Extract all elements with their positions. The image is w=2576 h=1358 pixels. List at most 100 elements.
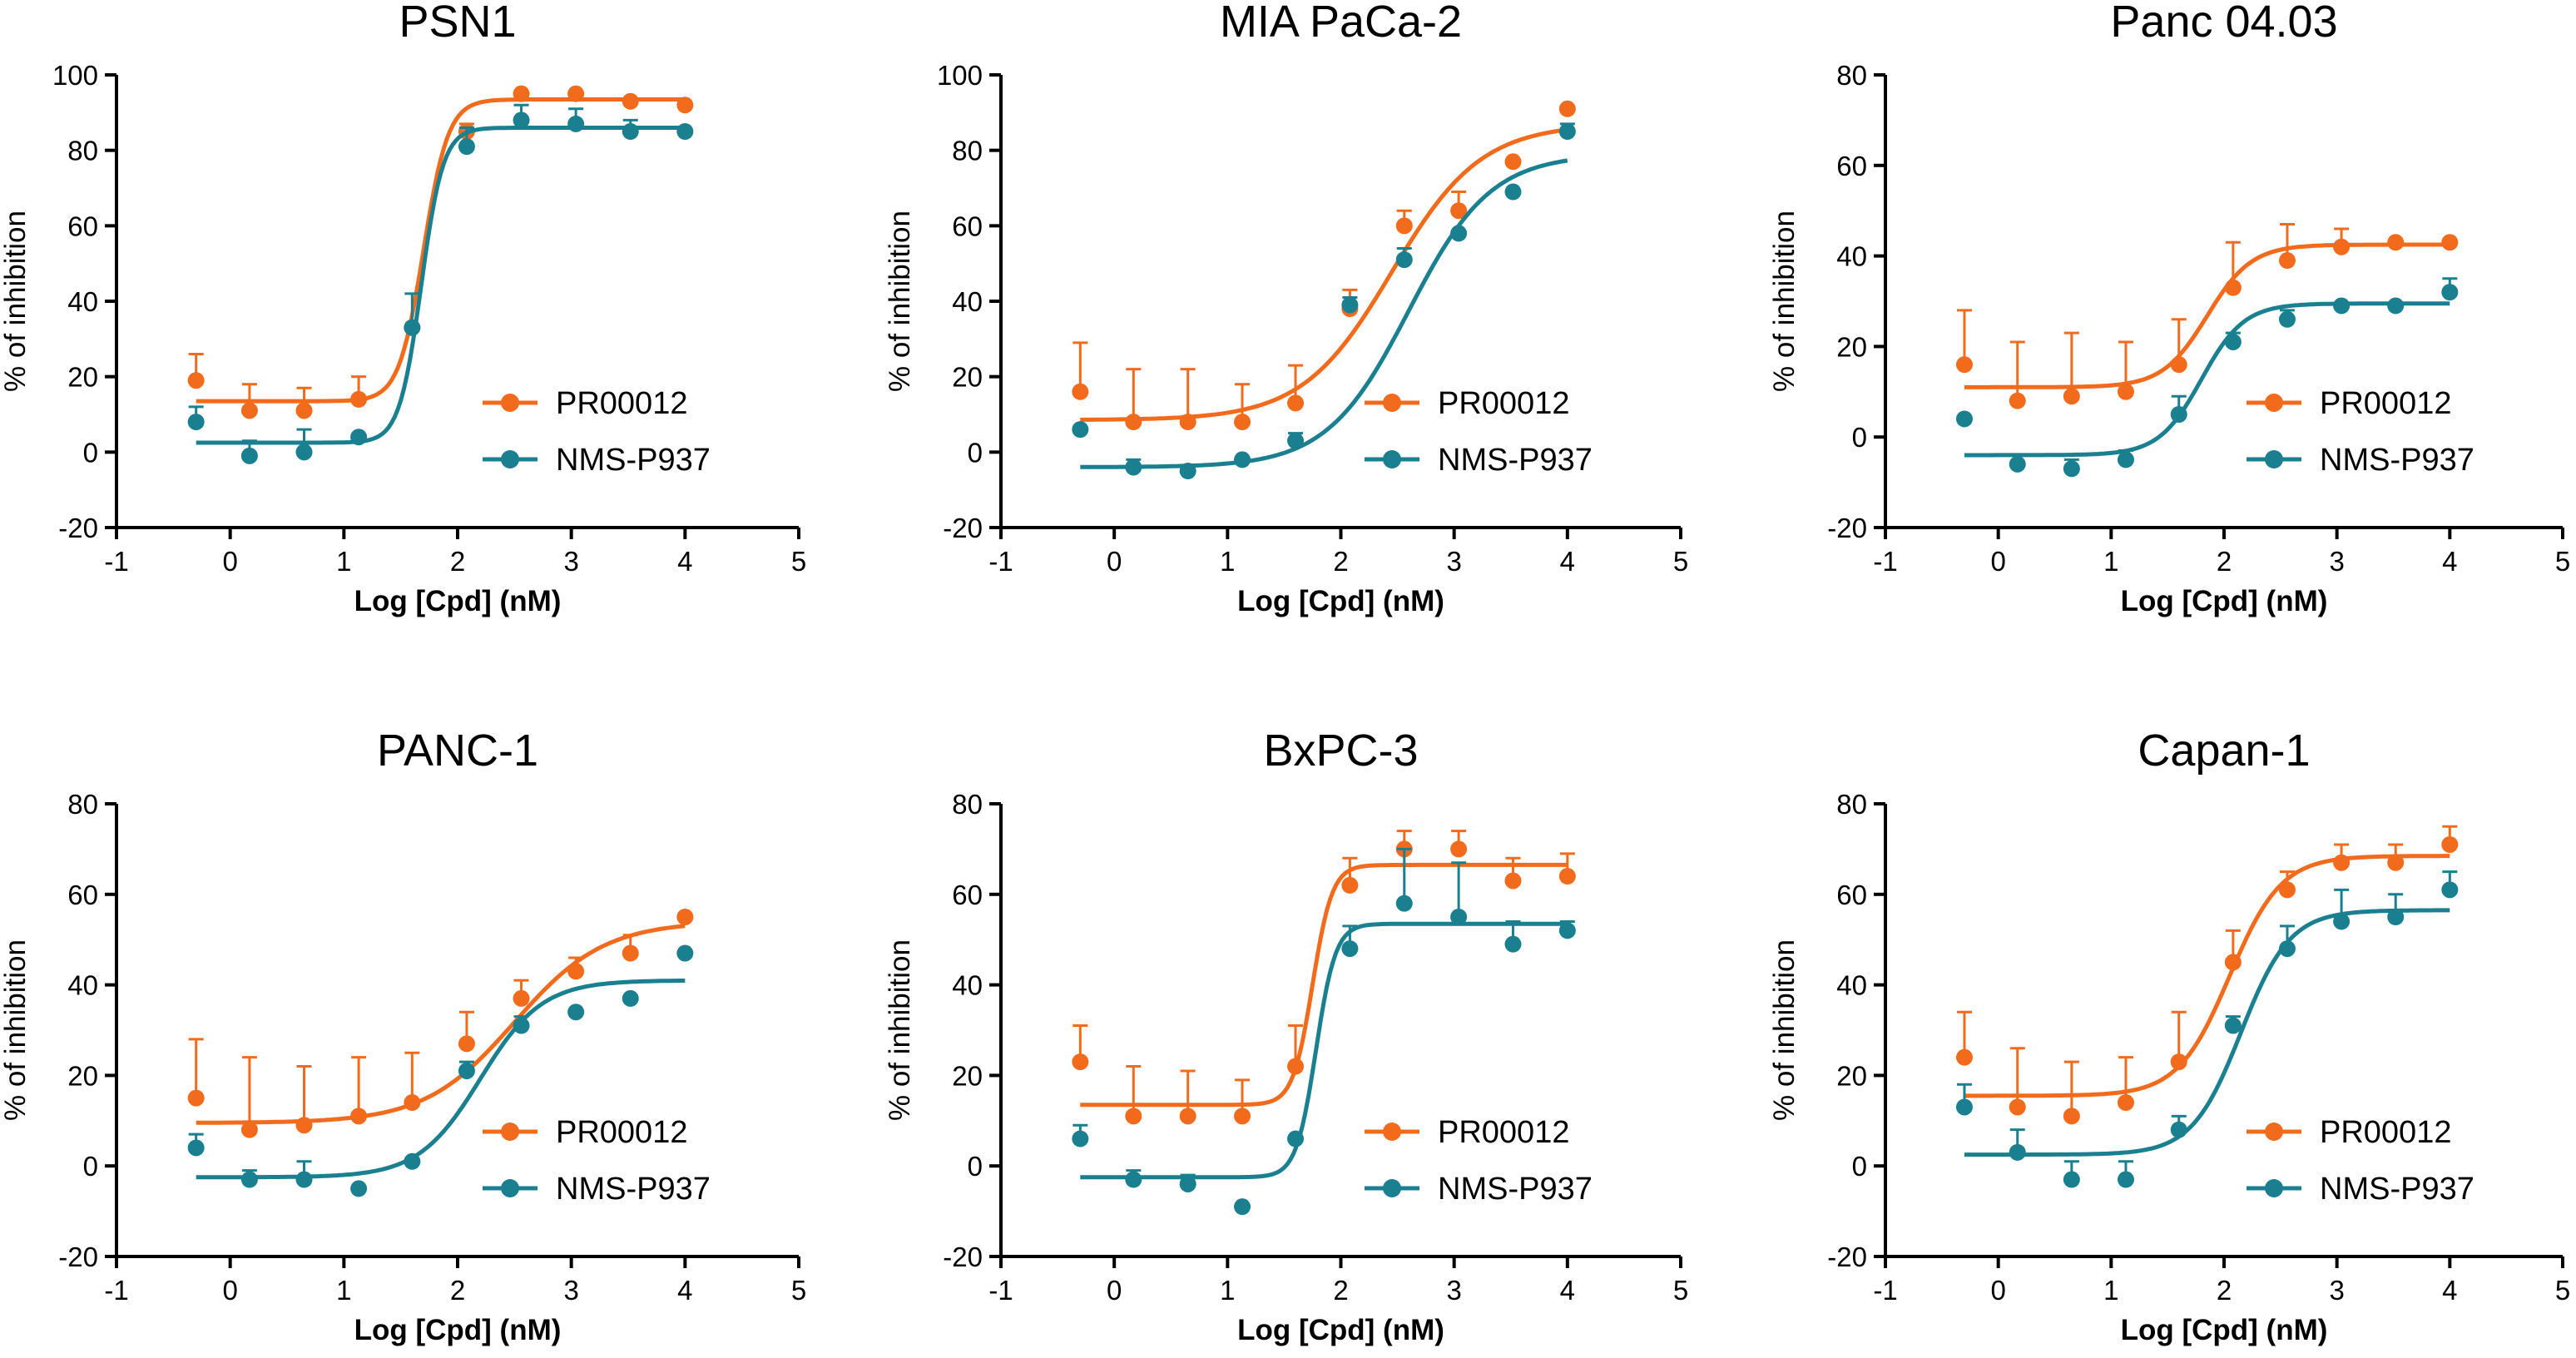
x-tick-label: 5 [1673, 1275, 1688, 1306]
y-tick-label: 60 [952, 880, 983, 910]
x-tick-label: 1 [1220, 546, 1235, 577]
data-point [567, 963, 585, 980]
data-point [1072, 1053, 1089, 1071]
data-point [1558, 100, 1576, 117]
y-tick-label: 20 [1836, 1060, 1867, 1091]
x-axis-label: Log [Cpd] (nM) [2121, 1314, 2328, 1346]
chart-title: PANC-1 [377, 726, 538, 776]
y-tick-label: 40 [952, 286, 983, 317]
legend-label: NMS-P937 [2320, 1172, 2474, 1207]
data-point [1395, 251, 1413, 269]
chart-panel: PANC-1 -20 0 20 40 60 80 -1 0 1 2 3 4 5 Log [Cpd] (nM)… [0, 726, 806, 1346]
y-tick-label: 40 [1836, 241, 1867, 272]
data-point [350, 1180, 368, 1197]
data-point [1341, 296, 1359, 314]
data-point [1504, 183, 1522, 201]
fit-curve [196, 97, 686, 404]
y-tick-label: 0 [1852, 1151, 1867, 1182]
data-point [1450, 909, 1468, 925]
data-point [295, 1171, 313, 1188]
data-point [2009, 392, 2026, 409]
x-tick-label: 3 [563, 1275, 578, 1306]
data-point [2441, 234, 2459, 251]
data-point [2224, 333, 2242, 350]
y-tick-label: 0 [83, 1151, 98, 1182]
y-tick-label: 60 [1836, 151, 1867, 181]
y-tick-label: 0 [968, 1151, 983, 1182]
legend-marker [2265, 1179, 2283, 1197]
data-point [240, 402, 258, 419]
series-nms-p937: NMS-P937 [1072, 847, 1593, 1216]
x-tick-label: -1 [1873, 546, 1897, 577]
x-tick-label: 4 [677, 1275, 692, 1306]
data-point [2063, 1171, 2080, 1188]
data-point [458, 1062, 475, 1079]
data-point [240, 1171, 258, 1188]
x-tick-label: -1 [104, 1275, 128, 1306]
data-point [1179, 1175, 1196, 1192]
y-axis-label: % of inhibition [884, 939, 916, 1121]
y-tick-label: 60 [67, 211, 98, 241]
data-point [2333, 913, 2351, 930]
y-axis-label: % of inhibition [1768, 211, 1801, 392]
fit-curve [1080, 127, 1568, 422]
data-point [458, 1035, 475, 1053]
data-point [1287, 432, 1305, 449]
data-point [2063, 388, 2080, 405]
fit-curve [1964, 854, 2450, 1098]
data-point [1125, 1171, 1142, 1188]
data-point [2117, 383, 2134, 400]
y-tick-label: 40 [952, 970, 983, 1001]
legend-marker [501, 450, 519, 468]
data-point [1125, 414, 1142, 431]
data-point [1072, 383, 1089, 400]
series-nms-p937: NMS-P937 [187, 103, 711, 478]
x-tick-label: 3 [2329, 1275, 2344, 1306]
x-tick-label: -1 [988, 546, 1013, 577]
data-point [567, 85, 585, 102]
y-tick-label: 80 [1836, 789, 1867, 820]
y-tick-label: -20 [58, 1242, 98, 1272]
chart-title: Capan-1 [2138, 726, 2310, 776]
y-tick-label: 40 [67, 286, 98, 317]
data-point [2063, 1108, 2080, 1125]
x-tick-label: 1 [1220, 1275, 1235, 1306]
x-tick-label: 5 [2555, 1275, 2570, 1306]
data-point [2224, 279, 2242, 296]
series-nms-p937: NMS-P937 [1072, 122, 1593, 479]
y-tick-label: 60 [1836, 880, 1867, 910]
x-tick-label: -1 [988, 1275, 1013, 1306]
data-point [1125, 458, 1142, 476]
data-point [2224, 954, 2242, 971]
data-point [1504, 935, 1522, 953]
data-point [1955, 1048, 1973, 1066]
chart-title: PSN1 [399, 0, 516, 47]
y-tick-label: 20 [67, 362, 98, 393]
data-point [2009, 1143, 2026, 1161]
data-point [676, 909, 694, 925]
y-tick-label: 100 [937, 60, 983, 91]
fit-curve [1080, 862, 1568, 1108]
y-tick-label: 80 [952, 789, 983, 820]
fit-curve [1964, 242, 2450, 389]
data-point [2063, 460, 2080, 478]
legend-label: PR00012 [556, 1115, 687, 1150]
data-point [1450, 202, 1468, 220]
data-point [1287, 1130, 1305, 1147]
legend-label: PR00012 [1438, 386, 1569, 421]
data-point [2170, 406, 2187, 423]
data-point [2170, 356, 2187, 374]
y-tick-label: 80 [67, 789, 98, 820]
y-tick-label: 40 [67, 970, 98, 1001]
data-point [1234, 1198, 1251, 1216]
data-point [2009, 455, 2026, 473]
data-point [2170, 1121, 2187, 1138]
x-tick-label: 3 [563, 546, 578, 577]
y-tick-label: 80 [952, 136, 983, 166]
y-axis-label: % of inhibition [0, 211, 32, 392]
data-point [676, 123, 694, 140]
data-point [2387, 297, 2405, 315]
data-point [295, 402, 313, 419]
data-point [458, 138, 475, 156]
data-point [295, 1117, 313, 1134]
